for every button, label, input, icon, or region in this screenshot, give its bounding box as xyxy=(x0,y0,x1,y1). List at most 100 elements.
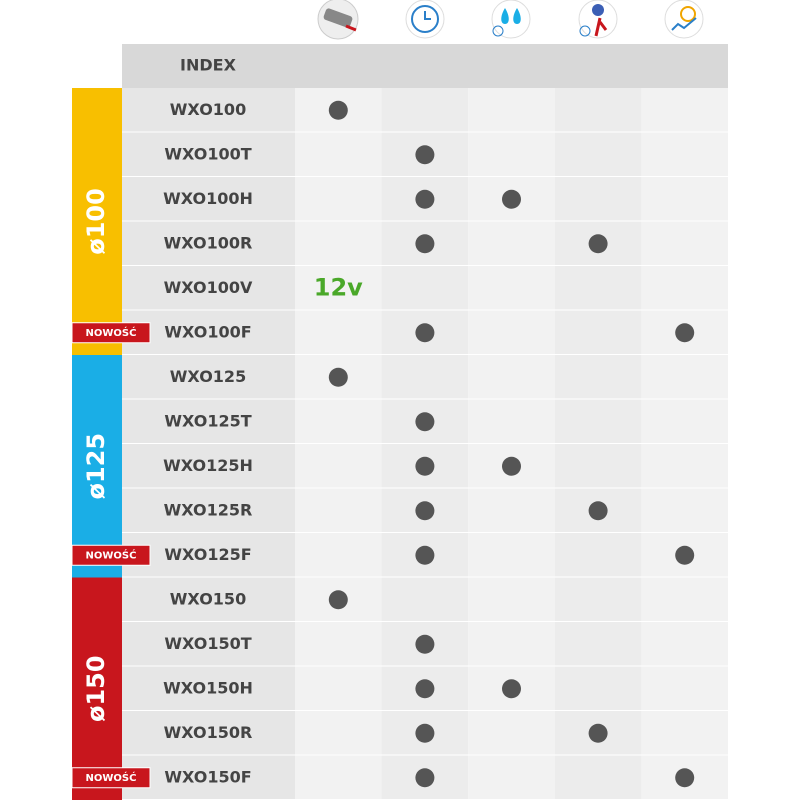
feature-dot xyxy=(328,367,348,387)
cell xyxy=(295,221,382,265)
cell xyxy=(641,488,728,532)
row-name: WXO125T xyxy=(164,411,251,430)
row-label-cell xyxy=(122,399,295,443)
cell xyxy=(295,711,382,755)
row-label-cell xyxy=(122,88,295,132)
icon-remote xyxy=(317,0,359,40)
row-name: WXO150F xyxy=(164,767,251,786)
cell xyxy=(641,266,728,310)
cell xyxy=(554,577,642,621)
row-name: WXO100R xyxy=(164,233,253,252)
row-label-cell xyxy=(122,310,295,354)
feature-dot xyxy=(415,234,435,254)
cell xyxy=(468,266,555,310)
cell xyxy=(295,266,382,310)
badge xyxy=(71,767,151,789)
cell xyxy=(554,444,642,488)
feature-dot xyxy=(675,768,695,788)
cell xyxy=(295,177,382,221)
row-name: WXO100H xyxy=(163,189,253,208)
feature-dot xyxy=(415,768,435,788)
group-bar xyxy=(72,88,122,355)
feature-dot xyxy=(415,456,435,476)
feature-dot xyxy=(415,723,435,743)
icon-timer xyxy=(405,0,445,39)
cell xyxy=(554,266,642,310)
cell xyxy=(641,577,728,621)
cell xyxy=(641,666,728,710)
cell xyxy=(641,132,728,176)
cell xyxy=(641,177,728,221)
feature-dot xyxy=(502,456,521,476)
row-label-cell xyxy=(122,622,295,666)
group-label: ø125 xyxy=(82,433,110,500)
feature-dot xyxy=(502,679,521,699)
cell xyxy=(554,399,642,443)
cell xyxy=(468,310,555,354)
row-label-cell xyxy=(122,755,295,799)
row-label-cell xyxy=(122,266,295,310)
cell xyxy=(381,355,469,399)
header-index: INDEX xyxy=(180,56,237,75)
feature-dot xyxy=(588,723,608,743)
badge xyxy=(71,544,151,566)
row-label-cell xyxy=(122,711,295,755)
cell xyxy=(641,221,728,265)
row-name: WXO150H xyxy=(163,678,253,697)
row-name: WXO125H xyxy=(163,456,253,475)
row-name: WXO100 xyxy=(170,100,246,119)
cell xyxy=(554,132,642,176)
row-label-cell xyxy=(122,533,295,577)
group-bar xyxy=(72,577,122,800)
row-name: WXO150T xyxy=(164,634,251,653)
cell xyxy=(295,533,382,577)
feature-dot xyxy=(415,545,435,565)
cell xyxy=(641,711,728,755)
row-label-cell xyxy=(122,444,295,488)
cell xyxy=(468,622,555,666)
cell xyxy=(468,533,555,577)
feature-dot xyxy=(588,501,608,521)
row-label-cell xyxy=(122,221,295,265)
cell xyxy=(468,488,555,532)
badge xyxy=(71,322,151,344)
cell xyxy=(381,88,469,132)
cell xyxy=(641,622,728,666)
cell xyxy=(554,355,642,399)
cell xyxy=(468,399,555,443)
feature-dot xyxy=(415,189,435,209)
column-icons xyxy=(317,0,704,40)
cell xyxy=(295,132,382,176)
cell xyxy=(468,355,555,399)
cell xyxy=(295,755,382,799)
badge-text: NOWOŚĆ xyxy=(86,771,137,784)
cell xyxy=(295,310,382,354)
feature-dot xyxy=(415,679,435,699)
row-name: WXO100F xyxy=(164,322,251,341)
row-name: WXO125 xyxy=(170,367,246,386)
row-name: WXO100T xyxy=(164,144,251,163)
cell-text: 12v xyxy=(314,273,363,301)
group-label: ø100 xyxy=(82,188,110,255)
cell xyxy=(468,221,555,265)
row-label-cell xyxy=(122,132,295,176)
cell xyxy=(381,266,469,310)
cell xyxy=(641,355,728,399)
row-label-cell xyxy=(122,666,295,710)
cell xyxy=(554,88,642,132)
feature-dot xyxy=(588,234,608,254)
row-label-cell xyxy=(122,355,295,399)
cell xyxy=(554,755,642,799)
feature-dot xyxy=(415,634,435,654)
cell xyxy=(554,622,642,666)
cell xyxy=(641,88,728,132)
feature-dot xyxy=(415,501,435,521)
cell xyxy=(468,755,555,799)
row-name: WXO125R xyxy=(164,500,253,519)
badge-text: NOWOŚĆ xyxy=(86,326,137,339)
row-name: WXO125F xyxy=(164,545,251,564)
group-bar xyxy=(72,355,122,578)
cell xyxy=(295,444,382,488)
cell xyxy=(554,533,642,577)
cell xyxy=(641,399,728,443)
